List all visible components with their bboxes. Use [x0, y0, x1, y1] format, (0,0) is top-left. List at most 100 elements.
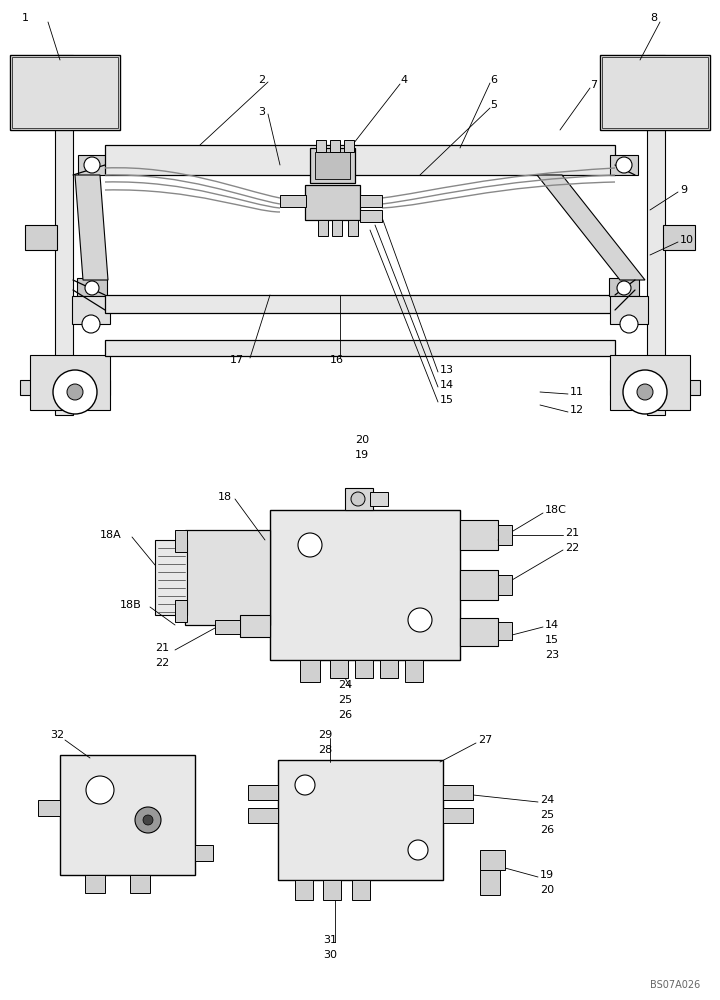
Bar: [610, 296, 648, 324]
Text: 7: 7: [590, 80, 597, 90]
Bar: [332, 220, 342, 236]
Bar: [380, 660, 398, 678]
Bar: [175, 530, 187, 552]
Bar: [12, 57, 118, 128]
Text: 15: 15: [545, 635, 559, 645]
Text: 24: 24: [540, 795, 554, 805]
Bar: [344, 140, 354, 152]
Circle shape: [295, 775, 315, 795]
Bar: [647, 55, 665, 415]
Bar: [460, 618, 498, 646]
Text: 26: 26: [338, 710, 352, 720]
Text: 27: 27: [478, 735, 492, 745]
Bar: [78, 155, 106, 175]
Text: 2: 2: [258, 75, 265, 85]
Text: 13: 13: [440, 365, 454, 375]
Text: 8: 8: [650, 13, 657, 23]
Bar: [270, 510, 460, 660]
Text: 17: 17: [230, 355, 244, 365]
Bar: [318, 220, 328, 236]
Bar: [155, 540, 187, 615]
Bar: [405, 660, 423, 682]
Bar: [300, 660, 320, 682]
Text: 24: 24: [338, 680, 352, 690]
Text: 29: 29: [318, 730, 332, 740]
Text: 26: 26: [540, 825, 554, 835]
Text: 25: 25: [338, 695, 352, 705]
Text: 6: 6: [490, 75, 497, 85]
Bar: [443, 785, 473, 800]
Bar: [610, 155, 638, 175]
Bar: [443, 808, 473, 823]
Text: 18B: 18B: [120, 600, 142, 610]
Bar: [280, 195, 306, 207]
Text: 23: 23: [545, 650, 559, 660]
Bar: [602, 57, 708, 128]
Bar: [248, 785, 278, 800]
Text: 15: 15: [440, 395, 454, 405]
Circle shape: [351, 492, 365, 506]
Bar: [600, 55, 710, 130]
Bar: [609, 278, 639, 296]
Bar: [323, 880, 341, 900]
Bar: [663, 225, 695, 250]
Polygon shape: [537, 175, 645, 280]
Circle shape: [408, 840, 428, 860]
Text: 19: 19: [355, 450, 369, 460]
Text: 32: 32: [50, 730, 64, 740]
Text: 20: 20: [355, 435, 369, 445]
Circle shape: [637, 384, 653, 400]
Text: 11: 11: [570, 387, 584, 397]
Bar: [460, 570, 498, 600]
Text: 18A: 18A: [100, 530, 122, 540]
Text: 19: 19: [540, 870, 554, 880]
Bar: [240, 615, 270, 637]
Bar: [360, 210, 382, 222]
Bar: [85, 875, 105, 893]
Text: 21: 21: [565, 528, 579, 538]
Text: 12: 12: [570, 405, 584, 415]
Bar: [310, 148, 355, 183]
Polygon shape: [75, 175, 108, 280]
Text: 9: 9: [680, 185, 687, 195]
Text: 5: 5: [490, 100, 497, 110]
Bar: [345, 488, 373, 510]
Bar: [316, 140, 326, 152]
Bar: [315, 152, 350, 179]
Text: 14: 14: [440, 380, 454, 390]
Bar: [370, 492, 388, 506]
Text: 18C: 18C: [545, 505, 567, 515]
Bar: [175, 600, 187, 622]
Bar: [77, 278, 107, 296]
Bar: [360, 195, 382, 207]
Circle shape: [620, 315, 638, 333]
Bar: [352, 880, 370, 900]
Circle shape: [85, 281, 99, 295]
Bar: [105, 145, 615, 175]
Bar: [305, 185, 360, 220]
Bar: [130, 875, 150, 893]
Bar: [25, 225, 57, 250]
Circle shape: [617, 281, 631, 295]
Text: 10: 10: [680, 235, 694, 245]
Text: 22: 22: [155, 658, 169, 668]
Bar: [248, 808, 278, 823]
Bar: [348, 220, 358, 236]
Text: 14: 14: [545, 620, 559, 630]
Bar: [498, 622, 512, 640]
Bar: [460, 520, 498, 550]
Text: 28: 28: [318, 745, 332, 755]
Bar: [72, 296, 110, 324]
Text: 4: 4: [400, 75, 407, 85]
Text: 1: 1: [22, 13, 29, 23]
Text: 30: 30: [323, 950, 337, 960]
Circle shape: [82, 315, 100, 333]
Bar: [498, 575, 512, 595]
Bar: [295, 880, 313, 900]
Bar: [105, 340, 615, 356]
Circle shape: [53, 370, 97, 414]
Text: 16: 16: [330, 355, 344, 365]
Bar: [55, 55, 73, 415]
Bar: [30, 355, 110, 410]
Text: 22: 22: [565, 543, 580, 553]
